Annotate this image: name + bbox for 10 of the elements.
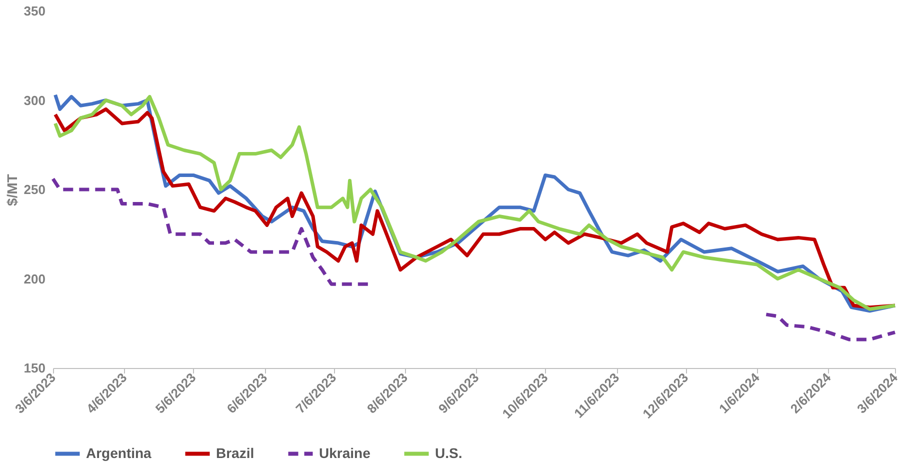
y-tick-label: 250 xyxy=(24,182,46,197)
y-axis-title: $/MT xyxy=(4,174,20,206)
y-tick-label: 200 xyxy=(24,271,46,286)
legend-label: U.S. xyxy=(435,444,462,461)
legend-label: Argentina xyxy=(86,444,152,461)
y-tick-label: 150 xyxy=(24,360,46,376)
legend-label: Brazil xyxy=(216,444,254,461)
y-tick-label: 300 xyxy=(24,92,46,108)
y-tick-label: 350 xyxy=(24,4,46,18)
legend-label: Ukraine xyxy=(319,444,371,461)
